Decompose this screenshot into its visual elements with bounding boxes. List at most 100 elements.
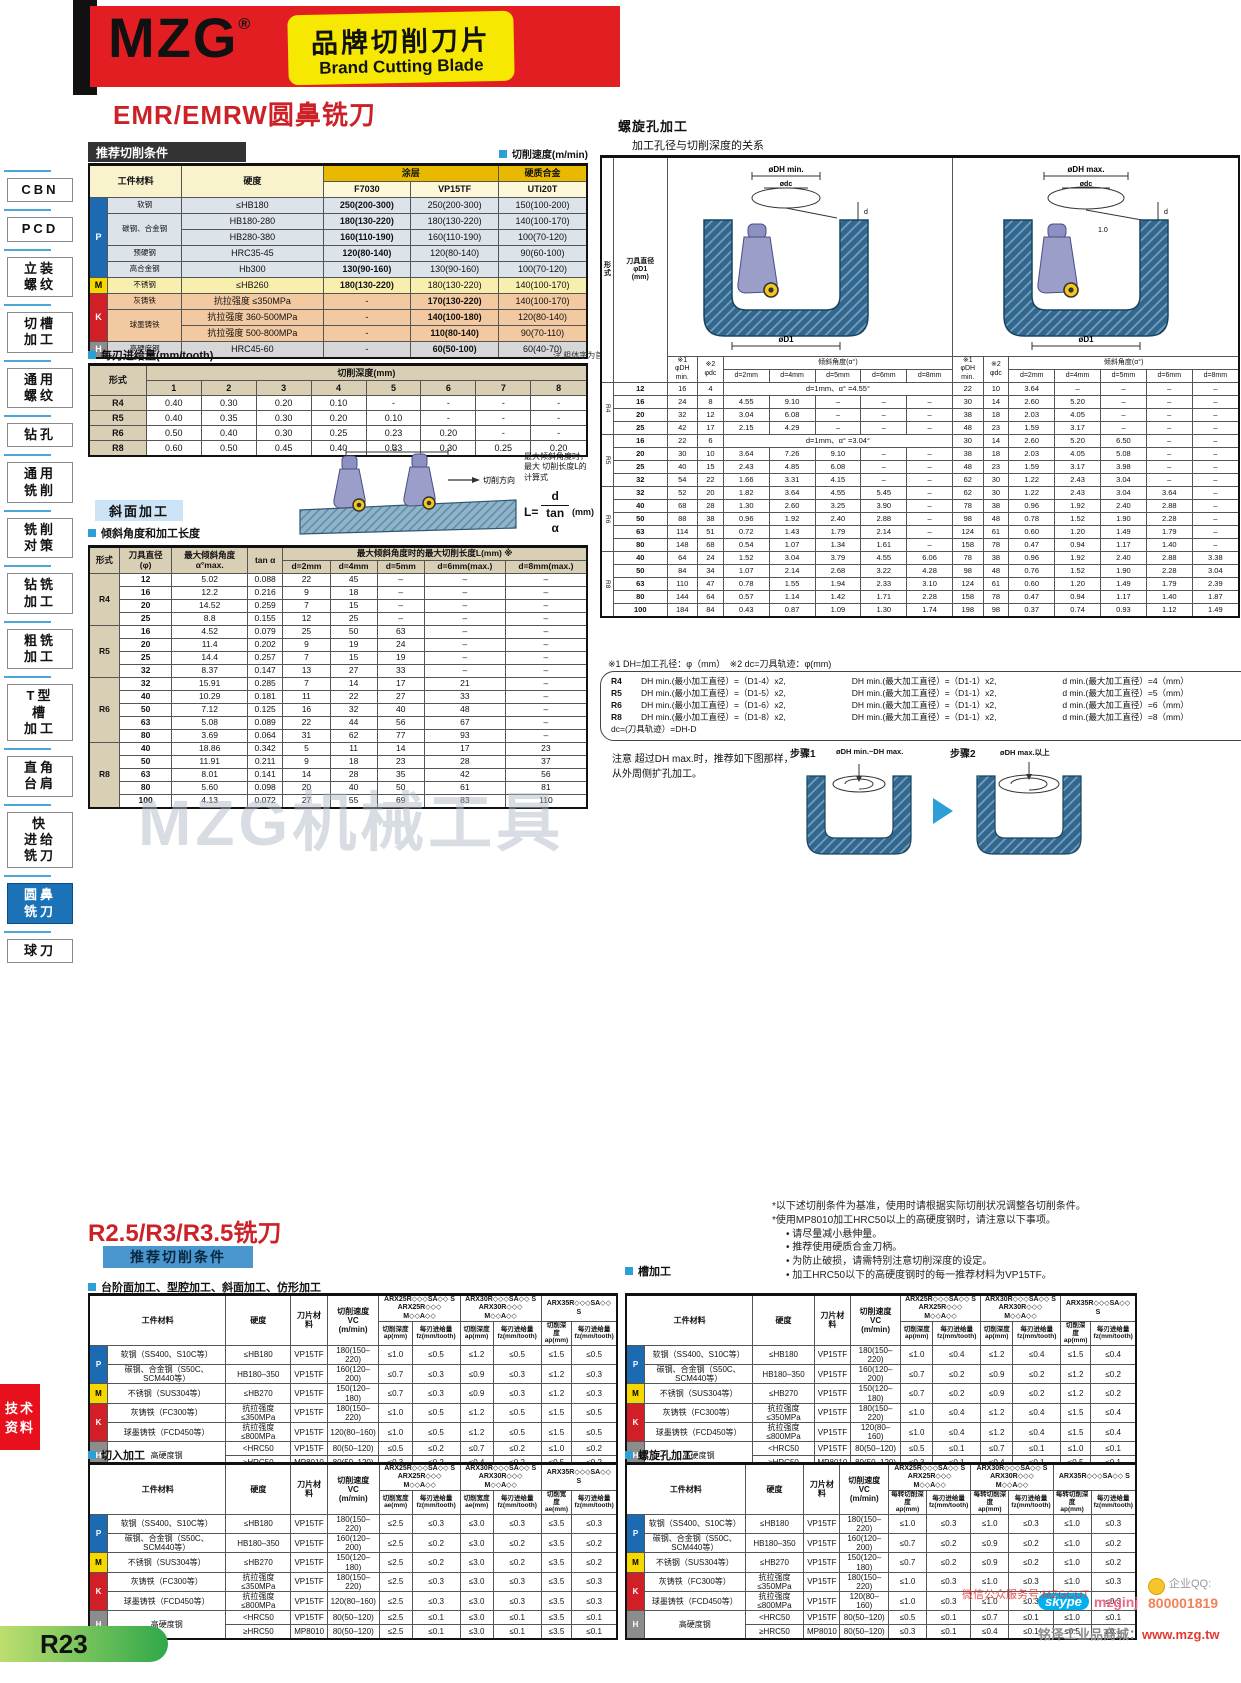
table-cell: 17 — [697, 421, 724, 435]
table-cell: 0.47 — [1008, 538, 1056, 552]
sidebar-item-vertical-thread[interactable]: 立装 螺纹 — [4, 248, 73, 297]
table-cell: ≤0.2 — [1008, 1532, 1054, 1554]
table-cell: ≤0.2 — [1090, 1363, 1137, 1385]
table-cell: ≤0.2 — [925, 1532, 972, 1554]
dh-formula-table: R4 DH min.(最小加工直径）=（D1-4）x2, DH min.(最大加工直… — [609, 676, 1241, 736]
table-cell: ≤0.5 — [571, 1402, 618, 1424]
table-cell: 19 — [376, 651, 425, 665]
table-cell: M — [88, 1552, 108, 1573]
table-cell: – — [906, 421, 954, 435]
mall-url-link[interactable]: www.mzg.tw — [1142, 1627, 1220, 1642]
table-cell: 63 — [613, 577, 668, 591]
table-cell: 形式 — [88, 364, 147, 396]
sidebar-item-milling-strategy[interactable]: 铣削 对策 — [4, 509, 73, 559]
table-cell: 预硬钢 — [106, 245, 183, 262]
table-cell: d=4mm — [329, 560, 378, 574]
sidebar-item-grooving[interactable]: 切槽 加工 — [4, 304, 73, 353]
sidebar-item-pcd[interactable]: PCD — [4, 209, 73, 242]
sidebar-item-ball-mill[interactable]: 球刀 — [4, 930, 73, 963]
table-cell: 63 — [118, 716, 173, 730]
table-cell: – — [1145, 434, 1193, 448]
table-cell: 2.40 — [1100, 499, 1147, 513]
sidebar-tech-data-tab[interactable]: 技术 资料 — [0, 1384, 40, 1450]
table-cell: 0.089 — [246, 716, 284, 730]
recommended-conditions-label: 推荐切削条件 — [96, 145, 169, 160]
table-cell: 60(50-100) — [410, 341, 499, 359]
sidebar-item-rough-milling[interactable]: 粗铣 加工 — [4, 620, 73, 670]
table-cell: 0.93 — [1100, 603, 1147, 618]
table-cell: 每转切削深度 ap(mm) — [1052, 1490, 1092, 1515]
table-cell: 软钢（SS400、S10C等） — [643, 1344, 754, 1365]
bevel-subtitle-text: 倾斜角度和加工长度 — [101, 528, 200, 540]
sidebar-item-general-thread[interactable]: 通用 螺纹 — [4, 359, 73, 408]
table-cell: VP15TF — [803, 1571, 841, 1593]
table-cell: 140(100-170) — [498, 277, 588, 294]
table-cell: tan α — [246, 546, 284, 574]
table-cell: ≤0.3 — [411, 1513, 461, 1534]
table-cell: 50 — [613, 512, 668, 526]
table-cell: VP15TF — [813, 1422, 852, 1443]
table-cell: 1.14 — [768, 590, 816, 604]
table-cell: R6 — [611, 700, 622, 711]
sidebar-item-drilling[interactable]: 钻孔 — [4, 414, 73, 448]
table-cell: 抗拉强度≤350MPa — [225, 1402, 292, 1424]
sidebar-item-drill-milling[interactable]: 钻铣 加工 — [4, 565, 73, 614]
table-cell: 160(120–200) — [850, 1363, 902, 1385]
table-cell: 1 — [145, 380, 202, 396]
table-cell: R4 — [600, 382, 614, 435]
sidebar-item-fast-feed-mill[interactable]: 快 进给 铣刀 — [4, 803, 73, 869]
table-cell: ≤0.3 — [411, 1363, 461, 1385]
table-cell: 1.90 — [1100, 512, 1147, 526]
table-cell: ≤0.5 — [1052, 1624, 1092, 1640]
table-cell: 抗拉强度≤350MPa — [225, 1571, 292, 1593]
table-cell: Hb300 — [181, 261, 324, 278]
table-cell: 0.40 — [200, 425, 257, 441]
table-cell: ARX25R◇◇◇SA◇◇ S ARX25R◇◇◇ M◇◇A◇◇ — [378, 1462, 461, 1492]
step2-diagram — [976, 762, 1082, 855]
sidebar-item-square-shoulder[interactable]: 直角 台肩 — [4, 748, 73, 797]
table-cell: 80(50–120) — [839, 1610, 890, 1626]
table-cell: <HRC50 — [225, 1441, 292, 1457]
table-cell: 68 — [666, 499, 699, 513]
sidebar-item-general-milling[interactable]: 通用 铣削 — [4, 454, 73, 503]
table-cell: ≤HB180 — [744, 1513, 805, 1534]
table-cell: 32 — [613, 473, 668, 487]
table-cell: 18 — [982, 408, 1010, 422]
table-cell: R4 — [88, 395, 147, 411]
table-cell: ≤0.2 — [571, 1532, 618, 1554]
table-cell: 硬度 — [225, 1294, 292, 1346]
table-cell: 不锈钢（SUS304等） — [106, 1552, 227, 1573]
sidebar-item-round-nose-mill[interactable]: 圆鼻 铣刀 — [4, 875, 73, 924]
table-cell: 61 — [982, 525, 1010, 539]
table-cell: 40 — [376, 703, 425, 717]
plunge-machining-label: 切入加工 — [88, 1447, 145, 1463]
sidebar-item-cbn[interactable]: CBN — [4, 169, 73, 203]
table-cell: 1.79 — [1145, 577, 1193, 591]
table-cell: - — [420, 410, 477, 426]
table-cell: 144 — [666, 590, 699, 604]
table-cell: 24 — [697, 551, 724, 565]
table-cell: 刀具直径 φD1 (mm) — [613, 156, 668, 383]
table-cell: – — [423, 573, 506, 587]
table-cell: ≤2.5 — [378, 1624, 413, 1640]
table-cell: 0.20 — [530, 440, 588, 457]
table-cell: 球墨铸铁（FCD450等） — [106, 1422, 227, 1443]
table-cell: VP15TF — [813, 1383, 852, 1404]
table-cell: ≤1.2 — [979, 1422, 1014, 1443]
blue-square-icon — [88, 351, 96, 359]
table-cell: 33 — [376, 664, 425, 678]
table-cell: 切削速度 VC (m/min) — [850, 1294, 902, 1346]
table-cell: ≤2.5 — [378, 1591, 413, 1612]
table-cell: d min.(最大加工直径）=4（mm） — [1062, 676, 1189, 687]
formula-numerator: d — [541, 489, 569, 506]
table-cell: 1.20 — [1054, 525, 1101, 539]
table-cell: 3.31 — [768, 473, 816, 487]
note-line: • 加工HRC50以下的高硬度钢时的每一推荐材料为VP15TF。 — [786, 1269, 1052, 1281]
table-cell: 0.088 — [246, 573, 284, 587]
table-cell: 120(80-140) — [322, 245, 412, 262]
table-cell: 抗拉强度≤800MPa — [752, 1422, 815, 1443]
sidebar-item-t-slot[interactable]: T型 槽 加工 — [4, 676, 73, 741]
table-cell: ※2 φdc — [697, 356, 724, 383]
table-cell: ≤0.1 — [571, 1610, 618, 1626]
